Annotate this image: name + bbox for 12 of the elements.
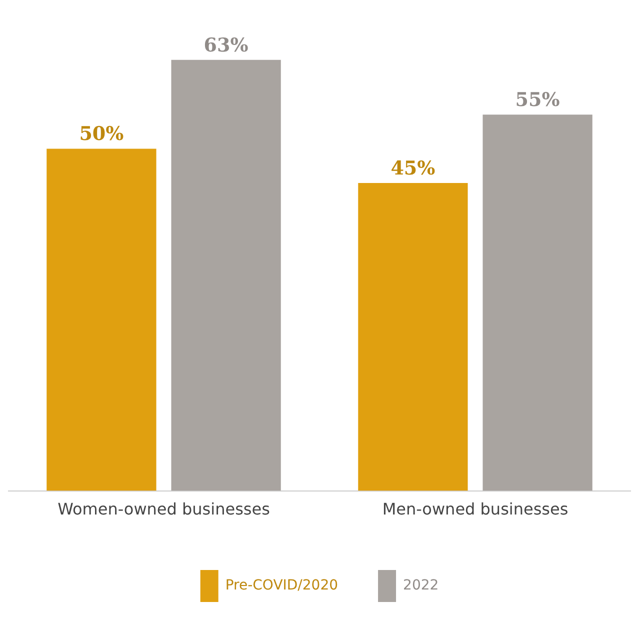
bar	[358, 183, 468, 491]
legend-label: Pre-COVID/2020	[225, 578, 338, 594]
data-label: 45%	[390, 157, 436, 180]
bar	[46, 148, 156, 491]
data-label: 63%	[204, 34, 248, 56]
data-label: 50%	[79, 123, 124, 146]
x-tick-label: Women-owned businesses	[58, 500, 270, 519]
bar	[482, 114, 592, 491]
bar	[171, 60, 281, 491]
data-label: 55%	[515, 89, 560, 112]
legend-label: 2022	[403, 578, 439, 594]
x-tick-label: Men-owned businesses	[382, 500, 568, 519]
